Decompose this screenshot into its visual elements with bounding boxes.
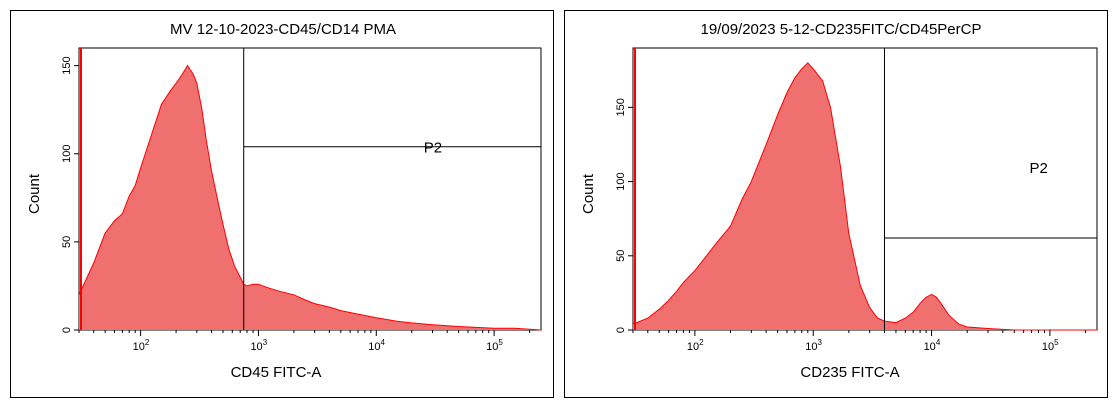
y-tick-label: 150 bbox=[61, 56, 73, 74]
y-tick-label: 0 bbox=[615, 327, 627, 333]
x-tick-exponent: 4 bbox=[936, 338, 941, 347]
y-tick-label: 100 bbox=[61, 145, 73, 163]
y-axis-label: Count bbox=[580, 173, 597, 214]
x-tick-label: 105 bbox=[486, 338, 503, 353]
x-tick-exponent: 3 bbox=[817, 338, 822, 347]
histogram-area bbox=[79, 65, 541, 330]
x-tick-exponent: 5 bbox=[1054, 338, 1059, 347]
histogram-chart-cd235: 19/09/2023 5-12-CD235FITC/CD45PerCP P2 0 50… bbox=[580, 21, 1098, 381]
x-tick-label: 102 bbox=[133, 338, 150, 353]
x-tick-exponent: 2 bbox=[145, 338, 150, 347]
histogram-panel-cd45: MV 12-10-2023-CD45/CD14 PMA P2 0 50 100 150 10… bbox=[10, 10, 554, 398]
chart-title: MV 12-10-2023-CD45/CD14 PMA bbox=[170, 21, 396, 38]
histogram-area bbox=[633, 62, 1097, 331]
x-axis-label: CD45 FITC-A bbox=[231, 364, 322, 381]
x-tick-label: 104 bbox=[924, 338, 941, 353]
gate-label: P2 bbox=[424, 140, 442, 157]
y-tick-label: 50 bbox=[61, 236, 73, 248]
y-tick-label: 50 bbox=[615, 250, 627, 262]
x-tick-exponent: 5 bbox=[498, 338, 503, 347]
y-axis-label: Count bbox=[26, 173, 43, 214]
x-tick-label: 104 bbox=[368, 338, 385, 353]
x-tick-label: 103 bbox=[250, 338, 267, 353]
histogram-panel-cd235: 19/09/2023 5-12-CD235FITC/CD45PerCP P2 0 50… bbox=[564, 10, 1108, 398]
x-tick-label: 103 bbox=[805, 338, 822, 353]
chart-title: 19/09/2023 5-12-CD235FITC/CD45PerCP bbox=[701, 21, 982, 38]
x-tick-label: 105 bbox=[1042, 338, 1059, 353]
x-tick-exponent: 4 bbox=[381, 338, 386, 347]
histogram-outline bbox=[632, 62, 1097, 331]
x-tick-exponent: 2 bbox=[699, 338, 704, 347]
x-tick-label: 102 bbox=[687, 338, 704, 353]
gate-label: P2 bbox=[1029, 160, 1047, 177]
x-tick-exponent: 3 bbox=[263, 338, 268, 347]
y-tick-label: 150 bbox=[615, 98, 627, 116]
histogram-chart-cd45: MV 12-10-2023-CD45/CD14 PMA P2 0 50 100 150 10… bbox=[26, 21, 542, 381]
x-axis-label: CD235 FITC-A bbox=[800, 364, 899, 381]
y-tick-label: 0 bbox=[61, 327, 73, 333]
y-tick-label: 100 bbox=[615, 172, 627, 190]
histogram-outline bbox=[78, 64, 542, 331]
